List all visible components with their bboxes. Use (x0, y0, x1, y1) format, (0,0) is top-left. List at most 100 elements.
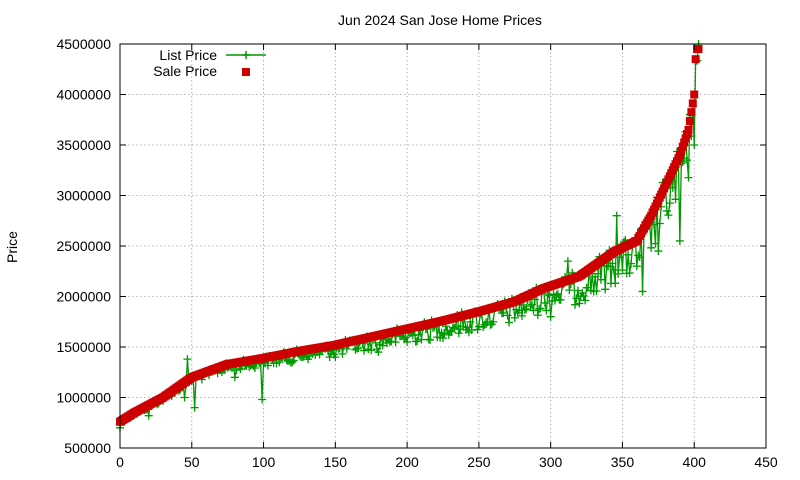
sale-price-point (680, 138, 689, 147)
list-price-point (275, 358, 284, 367)
x-tick-label: 50 (184, 454, 200, 470)
y-tick-label: 3000000 (56, 188, 111, 204)
list-price-point (408, 331, 417, 340)
sale-price-point (678, 142, 687, 151)
legend-sale-price-label: Sale Price (153, 63, 217, 79)
list-price-point (634, 251, 643, 260)
list-price-point (417, 335, 426, 344)
list-price-point (651, 239, 660, 248)
list-price-point (638, 287, 647, 296)
list-price-point (338, 349, 347, 358)
list-price-point (360, 346, 369, 355)
list-price-point (489, 317, 498, 326)
list-price-point (581, 296, 590, 305)
list-price-point (615, 253, 624, 262)
list-price-point (529, 306, 538, 315)
sale-price-point (691, 55, 700, 64)
list-price-point (671, 195, 680, 204)
y-tick-label: 4500000 (56, 36, 111, 52)
list-price-point (592, 287, 601, 296)
list-price-point (250, 364, 259, 373)
list-price-point (647, 243, 656, 252)
list-price-point (510, 313, 519, 322)
legend-sale-price-marker (242, 68, 250, 76)
list-price-point (635, 253, 644, 262)
list-price-point (520, 305, 529, 314)
list-price-point (594, 269, 603, 278)
list-price-point (655, 219, 664, 228)
list-price-point (447, 327, 456, 336)
sale-price-point (675, 151, 684, 160)
list-price-point (413, 337, 422, 346)
list-price-point (540, 298, 549, 307)
list-price-point (632, 262, 641, 271)
list-price-point (190, 403, 199, 412)
x-tick-label: 450 (754, 454, 778, 470)
x-tick-label: 300 (539, 454, 563, 470)
list-price-point (533, 311, 542, 320)
sale-price-point (687, 108, 696, 117)
chart-title: Jun 2024 San Jose Home Prices (338, 12, 542, 28)
list-price-point (596, 275, 605, 284)
list-price-point (183, 355, 192, 364)
list-price-point (546, 312, 555, 321)
sale-price-point (677, 146, 686, 155)
list-price-point (690, 141, 699, 149)
list-price-point (601, 285, 610, 294)
x-tick-label: 250 (467, 454, 491, 470)
list-price-point (536, 304, 545, 313)
list-price-point (611, 279, 620, 288)
list-price-point (545, 291, 554, 300)
sale-price-point (688, 99, 697, 108)
list-price-point (575, 299, 584, 308)
sale-price-point (683, 130, 692, 139)
list-price-point (624, 250, 633, 259)
list-price-point (684, 173, 693, 182)
list-price-point (625, 269, 634, 278)
list-price-point (571, 300, 580, 309)
list-price-point (180, 393, 189, 402)
list-price-point (331, 353, 340, 362)
y-tick-label: 2000000 (56, 289, 111, 305)
list-price-point (230, 373, 239, 382)
y-tick-label: 1500000 (56, 339, 111, 355)
list-price-point (565, 286, 574, 295)
list-price-point (289, 356, 298, 365)
list-price-point (662, 206, 671, 215)
sale-price-point (681, 134, 690, 143)
y-axis-label: Price (4, 231, 20, 263)
y-tick-label: 2500000 (56, 238, 111, 254)
list-price-point (232, 366, 241, 375)
y-tick-label: 1000000 (56, 390, 111, 406)
list-price-point (439, 334, 447, 343)
axis-ticks: 0 50 100 150 200 250 300 350 400 450 500000 1000000… (56, 36, 777, 470)
list-price-point (391, 338, 400, 347)
list-price-point (378, 341, 387, 350)
list-price-point (573, 286, 582, 295)
list-price-point (522, 304, 531, 313)
sale-price-series (116, 45, 703, 426)
grid (120, 44, 766, 448)
sale-price-point (694, 45, 703, 54)
list-price-point (354, 344, 363, 353)
list-price-point (426, 335, 435, 344)
list-price-point (609, 266, 618, 275)
list-price-point (517, 311, 526, 320)
list-price-point (528, 300, 537, 309)
y-tick-label: 500000 (64, 440, 111, 456)
list-price-point (374, 348, 383, 357)
list-price-point (463, 323, 472, 332)
list-price-point (288, 358, 297, 367)
list-price-point (403, 337, 412, 346)
legend-list-price-marker (242, 51, 250, 59)
x-tick-label: 0 (116, 454, 124, 470)
x-tick-label: 150 (324, 454, 348, 470)
list-price-point (503, 311, 512, 320)
list-price-point (387, 337, 396, 346)
list-price-point (668, 183, 677, 192)
list-price-point (454, 329, 463, 338)
list-price-point (604, 262, 613, 271)
list-price-point (665, 199, 674, 208)
list-price-point (614, 269, 623, 278)
